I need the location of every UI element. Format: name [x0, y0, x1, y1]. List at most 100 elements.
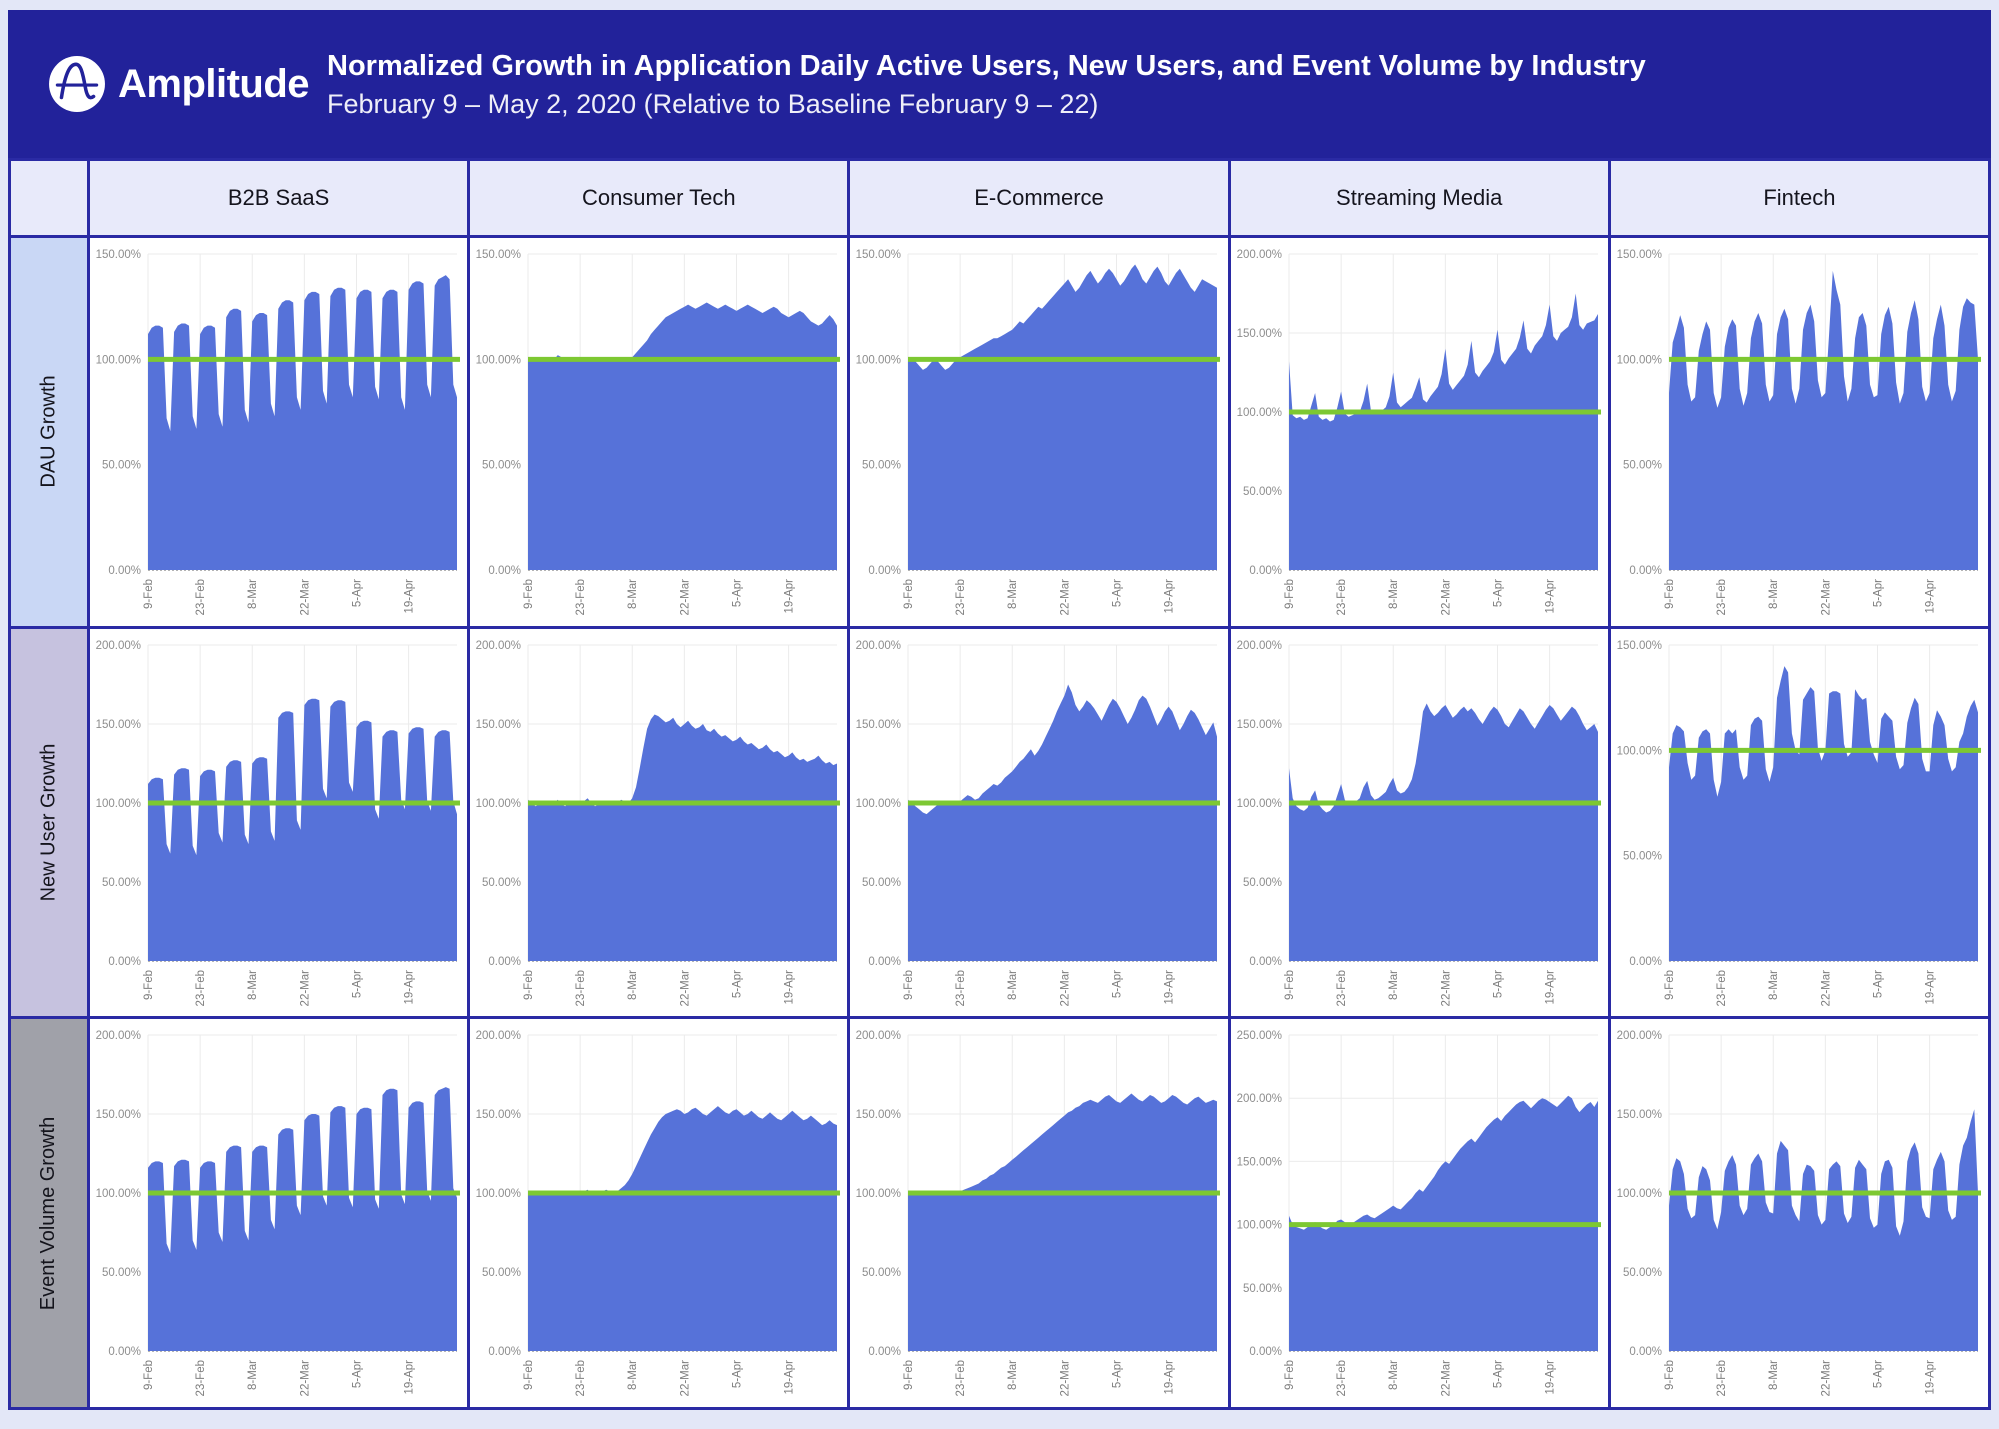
svg-text:9-Feb: 9-Feb [143, 1360, 155, 1390]
column-header-e-commerce: E-Commerce [850, 161, 1228, 235]
svg-text:9-Feb: 9-Feb [523, 970, 535, 1000]
svg-text:150.00%: 150.00% [1236, 328, 1281, 340]
svg-text:22-Mar: 22-Mar [1440, 579, 1452, 616]
svg-text:150.00%: 150.00% [856, 1109, 901, 1121]
svg-text:9-Feb: 9-Feb [1664, 970, 1676, 1000]
svg-text:8-Mar: 8-Mar [1388, 579, 1400, 609]
chart-cell-event-e-commerce: 0.00% 50.00% 100.00% 150.00% 200.00% 9-Feb 23-… [850, 1019, 1228, 1407]
area-chart-dau-consumer-tech: 0.00% 50.00% 100.00% 150.00% 9-Feb 23-Feb 8-Ma… [470, 238, 847, 626]
svg-text:22-Mar: 22-Mar [1820, 969, 1832, 1006]
svg-text:23-Feb: 23-Feb [1716, 970, 1728, 1006]
svg-text:23-Feb: 23-Feb [1336, 970, 1348, 1006]
row-label-event-volume-growth: Event Volume Growth [11, 1019, 87, 1407]
svg-text:100.00%: 100.00% [1616, 354, 1661, 366]
svg-text:19-Apr: 19-Apr [1924, 579, 1936, 614]
svg-text:150.00%: 150.00% [96, 1109, 141, 1121]
column-header-fintech: Fintech [1610, 161, 1988, 235]
svg-text:8-Mar: 8-Mar [1008, 969, 1020, 999]
chart-cell-event-b2b-saas: 0.00% 50.00% 100.00% 150.00% 200.00% 9-Feb 23-… [90, 1019, 468, 1407]
chart-cell-dau-fintech: 0.00% 50.00% 100.00% 150.00% 9-Feb 23-Feb 8-Ma… [1610, 238, 1988, 626]
svg-text:19-Apr: 19-Apr [784, 1360, 796, 1395]
svg-text:19-Apr: 19-Apr [1164, 1360, 1176, 1395]
svg-text:150.00%: 150.00% [856, 249, 901, 261]
area-chart-newuser-consumer-tech: 0.00% 50.00% 100.00% 150.00% 200.00% 9-Feb 23-… [470, 629, 847, 1017]
svg-text:100.00%: 100.00% [856, 1188, 901, 1200]
svg-text:22-Mar: 22-Mar [680, 579, 692, 616]
column-header-streaming-media: Streaming Media [1230, 161, 1608, 235]
svg-text:23-Feb: 23-Feb [195, 579, 207, 615]
svg-text:5-Apr: 5-Apr [1492, 969, 1504, 997]
svg-text:50.00%: 50.00% [1623, 1267, 1662, 1279]
svg-text:23-Feb: 23-Feb [195, 970, 207, 1006]
svg-text:19-Apr: 19-Apr [404, 970, 416, 1005]
svg-text:200.00%: 200.00% [1236, 1094, 1281, 1106]
svg-text:19-Apr: 19-Apr [1924, 1360, 1936, 1395]
svg-text:200.00%: 200.00% [856, 640, 901, 652]
svg-text:200.00%: 200.00% [476, 1030, 521, 1042]
svg-text:50.00%: 50.00% [102, 877, 141, 889]
svg-text:5-Apr: 5-Apr [351, 969, 363, 997]
svg-text:150.00%: 150.00% [476, 249, 521, 261]
svg-text:9-Feb: 9-Feb [143, 970, 155, 1000]
svg-text:100.00%: 100.00% [1236, 798, 1281, 810]
svg-text:100.00%: 100.00% [96, 1188, 141, 1200]
svg-text:0.00%: 0.00% [1249, 1346, 1282, 1358]
svg-text:50.00%: 50.00% [1243, 486, 1282, 498]
svg-text:8-Mar: 8-Mar [1768, 1360, 1780, 1390]
svg-text:22-Mar: 22-Mar [1820, 579, 1832, 616]
svg-text:23-Feb: 23-Feb [195, 1360, 207, 1396]
svg-text:150.00%: 150.00% [1616, 1109, 1661, 1121]
chart-cell-event-consumer-tech: 0.00% 50.00% 100.00% 150.00% 200.00% 9-Feb 23-… [470, 1019, 848, 1407]
svg-text:22-Mar: 22-Mar [1440, 1360, 1452, 1397]
svg-text:19-Apr: 19-Apr [1544, 1360, 1556, 1395]
svg-text:150.00%: 150.00% [1616, 249, 1661, 261]
svg-text:200.00%: 200.00% [96, 640, 141, 652]
svg-text:8-Mar: 8-Mar [627, 969, 639, 999]
svg-text:100.00%: 100.00% [476, 798, 521, 810]
svg-text:8-Mar: 8-Mar [1388, 969, 1400, 999]
svg-text:50.00%: 50.00% [482, 1267, 521, 1279]
svg-text:19-Apr: 19-Apr [1544, 579, 1556, 614]
svg-text:22-Mar: 22-Mar [299, 579, 311, 616]
svg-text:8-Mar: 8-Mar [1768, 969, 1780, 999]
svg-text:0.00%: 0.00% [869, 565, 902, 577]
chart-cell-dau-e-commerce: 0.00% 50.00% 100.00% 150.00% 9-Feb 23-Feb 8-Ma… [850, 238, 1228, 626]
svg-text:200.00%: 200.00% [476, 640, 521, 652]
area-chart-event-streaming-media: 0.00% 50.00% 100.00% 150.00% 200.00% 250.00% 9… [1231, 1019, 1608, 1407]
svg-text:22-Mar: 22-Mar [1820, 1360, 1832, 1397]
svg-text:0.00%: 0.00% [1629, 565, 1662, 577]
svg-text:23-Feb: 23-Feb [956, 1360, 968, 1396]
svg-text:22-Mar: 22-Mar [299, 969, 311, 1006]
area-chart-dau-streaming-media: 0.00% 50.00% 100.00% 150.00% 200.00% 9-Feb 23-… [1231, 238, 1608, 626]
svg-text:200.00%: 200.00% [96, 1030, 141, 1042]
svg-text:0.00%: 0.00% [108, 1346, 141, 1358]
svg-text:5-Apr: 5-Apr [1872, 969, 1884, 997]
svg-text:0.00%: 0.00% [489, 1346, 522, 1358]
svg-text:0.00%: 0.00% [1249, 565, 1282, 577]
svg-text:100.00%: 100.00% [1236, 1220, 1281, 1232]
svg-text:8-Mar: 8-Mar [247, 969, 259, 999]
svg-text:22-Mar: 22-Mar [1440, 969, 1452, 1006]
svg-text:23-Feb: 23-Feb [1716, 579, 1728, 615]
svg-text:5-Apr: 5-Apr [1872, 579, 1884, 607]
svg-text:23-Feb: 23-Feb [1716, 1360, 1728, 1396]
svg-text:0.00%: 0.00% [1249, 956, 1282, 968]
svg-text:200.00%: 200.00% [1616, 1030, 1661, 1042]
chart-cell-newuser-e-commerce: 0.00% 50.00% 100.00% 150.00% 200.00% 9-Feb 23-… [850, 628, 1228, 1017]
page-subtitle: February 9 – May 2, 2020 (Relative to Ba… [327, 88, 1099, 119]
svg-text:19-Apr: 19-Apr [784, 970, 796, 1005]
svg-text:0.00%: 0.00% [108, 956, 141, 968]
svg-text:9-Feb: 9-Feb [903, 970, 915, 1000]
amplitude-logo: Amplitude [48, 55, 313, 113]
page-title: Normalized Growth in Application Daily A… [327, 50, 1646, 83]
svg-text:150.00%: 150.00% [96, 719, 141, 731]
chart-cell-dau-b2b-saas: 0.00% 50.00% 100.00% 150.00% 9-Feb 23-Feb 8-Ma… [90, 238, 468, 626]
amplitude-wordmark: Amplitude [118, 61, 310, 106]
svg-text:9-Feb: 9-Feb [903, 579, 915, 609]
svg-text:50.00%: 50.00% [862, 1267, 901, 1279]
svg-text:150.00%: 150.00% [476, 719, 521, 731]
area-chart-newuser-streaming-media: 0.00% 50.00% 100.00% 150.00% 200.00% 9-Feb 23-… [1231, 629, 1608, 1017]
svg-text:100.00%: 100.00% [476, 1188, 521, 1200]
area-chart-event-fintech: 0.00% 50.00% 100.00% 150.00% 200.00% 9-Feb 23-… [1611, 1019, 1988, 1407]
svg-text:5-Apr: 5-Apr [1112, 1360, 1124, 1388]
